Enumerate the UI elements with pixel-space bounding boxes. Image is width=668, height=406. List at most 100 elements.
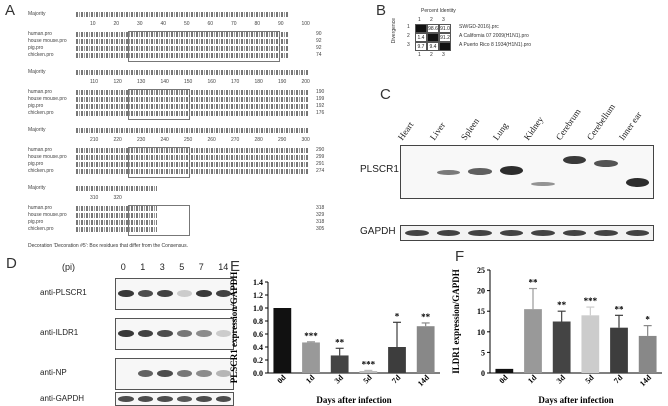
- identity-col-footer: 1: [418, 52, 421, 58]
- significance-mark: *: [645, 315, 650, 325]
- identity-cell: 1.4: [415, 33, 427, 42]
- identity-cell: [439, 42, 451, 51]
- sequence-row: [76, 213, 158, 218]
- bar: [495, 368, 514, 373]
- blot-band: [215, 396, 231, 402]
- blot-band: [176, 370, 192, 377]
- sequence-row: [76, 53, 290, 58]
- blot-label: anti-NP: [40, 368, 67, 377]
- identity-row-number: 2: [407, 33, 410, 39]
- x-tick-label: 5d: [361, 373, 374, 386]
- sequence-row-name: human.pro: [28, 31, 52, 37]
- blot-panel: [115, 278, 234, 310]
- ruler-tick: 110: [90, 79, 98, 85]
- plscr1-expression-chart: 0.00.20.40.60.81.01.21.40d***1d**3d***5d…: [229, 272, 440, 405]
- ruler-tick: 310: [90, 195, 99, 201]
- day-label: 7: [198, 262, 204, 272]
- ruler-tick: 290: [278, 137, 287, 143]
- blot-band: [196, 330, 212, 337]
- significance-mark: ***: [362, 359, 376, 369]
- pi-label: (pi): [62, 262, 75, 272]
- ruler-tick: 80: [254, 21, 261, 27]
- significance-mark: **: [557, 300, 567, 310]
- ruler-tick: 260: [207, 137, 216, 143]
- blot-band: [176, 396, 192, 402]
- sequence-row-name: pig.pro: [28, 103, 44, 109]
- ruler-tick: 120: [113, 79, 122, 85]
- y-tick-label: 0.8: [253, 317, 263, 326]
- ruler-tick: 10: [90, 21, 96, 27]
- ruler-tick: 190: [278, 79, 287, 85]
- blot-label: anti-GAPDH: [40, 394, 85, 403]
- identity-row-number: 1: [407, 24, 410, 30]
- ruler-tick: 40: [160, 21, 167, 27]
- sequence-row: [76, 206, 158, 211]
- blot-label: anti-PLSCR1: [40, 288, 87, 297]
- identity-col-footer: 3: [442, 52, 445, 58]
- identity-row-number: 3: [407, 42, 410, 48]
- identity-col-header: 3: [442, 17, 445, 23]
- sequence-end-number: 318: [316, 205, 325, 211]
- tissue-label: Cerebellum: [584, 101, 618, 142]
- bar: [552, 321, 571, 373]
- x-tick-label: 3d: [333, 373, 346, 386]
- x-axis-label: Days after infection: [316, 395, 391, 405]
- protein-band: [562, 156, 586, 165]
- protein-band: [468, 168, 492, 175]
- x-tick-label: 0d: [275, 373, 288, 386]
- gapdh-band: [499, 230, 523, 236]
- ruler-tick: 280: [254, 137, 263, 143]
- ruler-tick: 70: [231, 21, 237, 27]
- y-tick-label: 1.4: [253, 278, 263, 287]
- ruler-tick: 320: [113, 195, 122, 201]
- alignment-footer: Decoration 'Decoration #5': Box residues…: [28, 243, 188, 249]
- sequence-row-name: human.pro: [28, 89, 52, 95]
- identity-cell: 91.0: [439, 24, 451, 33]
- panel-label-d: D: [6, 255, 17, 272]
- tissue-label: Kidney: [521, 114, 546, 142]
- significance-mark: **: [421, 312, 431, 322]
- y-tick-label: 0.0: [253, 369, 263, 378]
- identity-cell: [427, 33, 439, 42]
- ruler-tick: 20: [113, 21, 120, 27]
- blot-label: anti-ILDR1: [40, 328, 79, 337]
- sequence-end-number: 199: [316, 96, 325, 102]
- majority-label: Majority: [28, 11, 46, 17]
- gapdh-label: GAPDH: [360, 226, 396, 237]
- gapdh-band: [562, 230, 586, 236]
- identity-table: Percent Identity Divergence 1 2 3 1 98.6 91.0…: [391, 8, 595, 63]
- majority-sequence: [76, 186, 158, 191]
- x-tick-label: 1d: [526, 373, 539, 386]
- blot-band: [137, 370, 153, 377]
- x-tick-label: 0d: [497, 373, 510, 386]
- sequence-row: [76, 90, 308, 95]
- sequence-row: [76, 39, 290, 44]
- sequence-row-name: chicken.pro: [28, 168, 54, 174]
- identity-row-name: A California 07 2009(H1N1).pro: [459, 33, 529, 39]
- sequence-row-name: chicken.pro: [28, 52, 54, 58]
- identity-cell: [415, 24, 427, 33]
- sequence-row-name: chicken.pro: [28, 110, 54, 116]
- bar: [581, 315, 600, 373]
- sequence-end-number: 90: [316, 31, 322, 37]
- identity-row-name: A Puerto Rico 8 1934(H1N1).pro: [459, 42, 531, 48]
- bar: [302, 342, 320, 373]
- ruler-tick: 250: [184, 137, 193, 143]
- ruler-tick: 130: [137, 79, 146, 85]
- tissue-label: Lung: [490, 120, 510, 142]
- ruler-tick: 270: [231, 137, 240, 143]
- ruler-tick: 180: [254, 79, 263, 85]
- sequence-row: [76, 111, 308, 116]
- blot-panel: [115, 318, 234, 350]
- identity-row-name: SW/GD-2016).prc: [459, 24, 499, 30]
- significance-mark: **: [529, 278, 539, 288]
- sequence-row: [76, 155, 308, 160]
- ruler-tick: 50: [184, 21, 190, 27]
- ruler-tick: 240: [160, 137, 169, 143]
- sequence-row-name: house mouse.pro: [28, 38, 67, 44]
- sequence-end-number: 92: [316, 38, 322, 44]
- blot-band: [137, 396, 153, 402]
- panel-label-b: B: [376, 2, 387, 19]
- blot-band: [157, 290, 173, 297]
- protein-band: [625, 178, 649, 187]
